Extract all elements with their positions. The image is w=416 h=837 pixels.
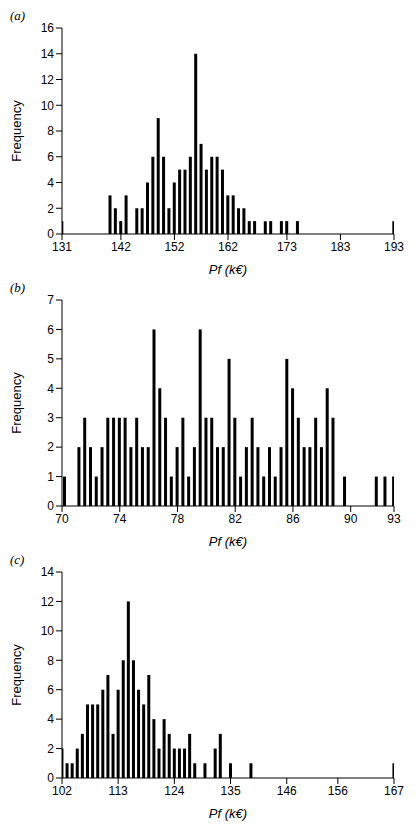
svg-text:14: 14 — [41, 565, 55, 579]
svg-text:93: 93 — [387, 512, 401, 526]
svg-text:173: 173 — [277, 240, 297, 254]
svg-text:86: 86 — [286, 512, 300, 526]
svg-text:Pf (k€): Pf (k€) — [209, 262, 247, 277]
svg-text:113: 113 — [109, 784, 128, 798]
svg-text:16: 16 — [41, 21, 55, 35]
svg-text:3: 3 — [47, 411, 54, 425]
svg-text:102: 102 — [52, 784, 72, 798]
svg-text:6: 6 — [47, 323, 54, 337]
svg-text:78: 78 — [171, 512, 185, 526]
svg-text:0: 0 — [47, 499, 54, 513]
svg-text:10: 10 — [41, 624, 55, 638]
svg-text:2: 2 — [47, 742, 54, 756]
svg-text:Pf (k€): Pf (k€) — [209, 534, 247, 549]
svg-text:10: 10 — [41, 99, 55, 113]
svg-text:4: 4 — [47, 176, 54, 190]
svg-text:Frequency: Frequency — [9, 372, 24, 434]
svg-text:6: 6 — [47, 683, 54, 697]
svg-text:162: 162 — [218, 240, 238, 254]
svg-text:7: 7 — [47, 293, 54, 307]
svg-text:2: 2 — [47, 202, 54, 216]
svg-text:0: 0 — [47, 771, 54, 785]
svg-text:Frequency: Frequency — [9, 644, 24, 706]
svg-text:124: 124 — [164, 784, 184, 798]
svg-text:156: 156 — [328, 784, 348, 798]
svg-text:2: 2 — [47, 440, 54, 454]
svg-text:4: 4 — [47, 382, 54, 396]
svg-text:193: 193 — [384, 240, 404, 254]
svg-text:5: 5 — [47, 352, 54, 366]
svg-text:142: 142 — [111, 240, 131, 254]
svg-text:6: 6 — [47, 150, 54, 164]
svg-text:0: 0 — [47, 227, 54, 241]
svg-text:14: 14 — [41, 47, 55, 61]
svg-text:152: 152 — [164, 240, 184, 254]
svg-text:1: 1 — [47, 470, 54, 484]
svg-text:90: 90 — [344, 512, 358, 526]
svg-text:Pf (k€): Pf (k€) — [209, 806, 247, 821]
svg-text:12: 12 — [41, 595, 55, 609]
svg-text:135: 135 — [221, 784, 241, 798]
html-text:(c): (c) — [10, 552, 25, 567]
svg-text:183: 183 — [330, 240, 350, 254]
svg-text:82: 82 — [229, 512, 243, 526]
svg-text:8: 8 — [47, 654, 54, 668]
svg-text:146: 146 — [277, 784, 297, 798]
svg-text:74: 74 — [113, 512, 127, 526]
svg-text:70: 70 — [55, 512, 69, 526]
html-text:(a): (a) — [10, 8, 26, 23]
svg-text:Frequency: Frequency — [9, 100, 24, 162]
svg-text:131: 131 — [52, 240, 72, 254]
svg-text:12: 12 — [41, 73, 55, 87]
svg-text:4: 4 — [47, 712, 54, 726]
svg-text:8: 8 — [47, 124, 54, 138]
html-text:(b): (b) — [10, 280, 26, 295]
svg-text:167: 167 — [384, 784, 404, 798]
